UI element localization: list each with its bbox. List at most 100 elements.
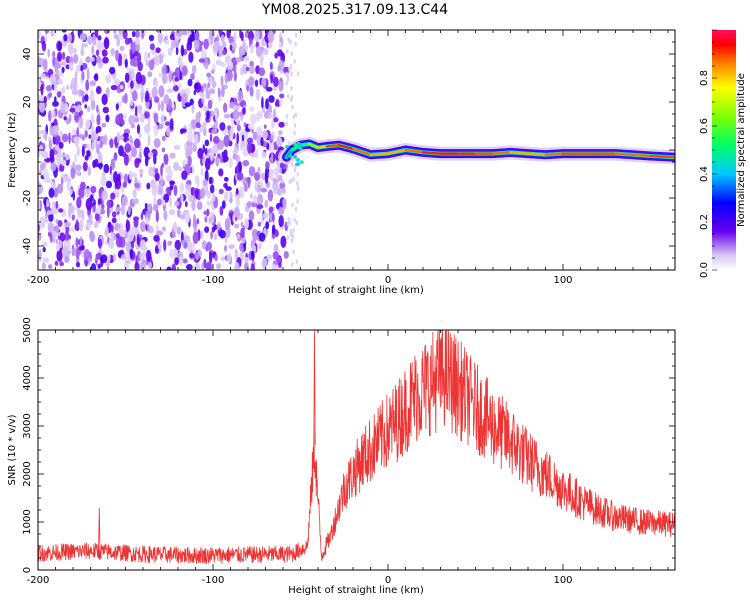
noise-blob xyxy=(80,64,84,72)
noise-blob xyxy=(56,249,63,262)
noise-blob xyxy=(294,112,298,118)
noise-blob xyxy=(79,116,83,129)
spectrogram-panel: -200 -100 0 100 40 20 0 -20 -40 Height of straig… xyxy=(7,29,676,296)
noise-blob xyxy=(55,239,58,244)
noise-blob xyxy=(58,141,64,149)
noise-blob xyxy=(191,103,195,114)
noise-blob xyxy=(291,104,294,110)
noise-blob xyxy=(235,187,239,195)
noise-blob xyxy=(228,244,235,250)
noise-blob xyxy=(86,143,91,151)
noise-blob xyxy=(208,251,213,263)
noise-blob xyxy=(187,127,194,133)
noise-blob xyxy=(53,187,59,198)
noise-blob xyxy=(87,106,90,113)
noise-blob xyxy=(128,170,133,181)
noise-blob xyxy=(160,100,165,112)
noise-blob xyxy=(292,114,295,120)
noise-blob xyxy=(193,89,196,96)
noise-blob xyxy=(96,40,103,53)
noise-blob xyxy=(270,73,274,84)
noise-blob xyxy=(50,30,55,37)
noise-blob xyxy=(114,177,122,190)
noise-blob xyxy=(89,89,95,102)
noise-blob xyxy=(246,201,252,208)
colorbar-tick-label: 0.4 xyxy=(699,166,710,182)
noise-blob xyxy=(54,260,59,266)
noise-blob xyxy=(112,72,116,80)
signal-onset-blob xyxy=(293,155,298,159)
noise-blob xyxy=(79,32,87,41)
noise-blob xyxy=(139,173,143,178)
noise-blob xyxy=(129,58,136,67)
noise-blob xyxy=(202,123,206,131)
noise-blob xyxy=(127,205,131,216)
signal-track-core xyxy=(308,142,320,149)
noise-blob xyxy=(136,233,140,246)
noise-blob xyxy=(107,253,111,263)
noise-blob xyxy=(262,212,269,219)
noise-blob xyxy=(195,112,201,125)
noise-blob xyxy=(250,113,257,125)
noise-blob xyxy=(261,151,267,159)
noise-blob xyxy=(85,119,91,129)
signal-onset-blob xyxy=(300,160,304,164)
noise-blob xyxy=(246,84,250,92)
noise-blob xyxy=(77,146,80,157)
y-tick-label: 1000 xyxy=(22,509,33,534)
noise-blob xyxy=(52,51,56,58)
noise-blob xyxy=(47,48,50,58)
noise-blob xyxy=(80,110,84,116)
noise-blob xyxy=(68,62,74,72)
noise-blob xyxy=(119,46,125,51)
noise-blob xyxy=(268,170,274,180)
noise-blob xyxy=(209,88,216,95)
noise-blob xyxy=(202,179,208,187)
noise-blob xyxy=(96,252,102,260)
noise-blob xyxy=(140,212,144,221)
noise-blob xyxy=(237,161,242,173)
noise-blob xyxy=(123,132,129,138)
noise-blob xyxy=(71,247,77,256)
noise-blob xyxy=(175,45,179,56)
noise-blob xyxy=(134,261,140,270)
noise-blob xyxy=(260,188,268,193)
noise-blob xyxy=(127,229,134,242)
noise-blob xyxy=(164,40,170,45)
noise-blob xyxy=(219,122,226,131)
y-tick-label: 3000 xyxy=(22,413,33,438)
noise-blob xyxy=(213,224,218,231)
noise-blob xyxy=(79,236,83,247)
noise-blob xyxy=(144,111,150,119)
noise-blob xyxy=(174,67,181,78)
noise-blob xyxy=(139,221,147,233)
noise-blob xyxy=(96,163,104,168)
noise-blob xyxy=(47,178,53,184)
noise-blob xyxy=(164,121,171,127)
x-tick-label: -200 xyxy=(27,275,50,286)
noise-blob xyxy=(57,220,63,227)
noise-blob xyxy=(155,210,159,223)
noise-blob xyxy=(223,183,227,188)
noise-blob xyxy=(161,72,167,85)
y-tick-label: 40 xyxy=(22,48,33,61)
noise-blob xyxy=(204,147,208,156)
noise-blob xyxy=(192,142,197,152)
noise-blob xyxy=(39,216,46,229)
noise-blob xyxy=(139,252,146,260)
noise-blob xyxy=(220,256,225,262)
noise-blob xyxy=(277,49,283,57)
signal-track-core xyxy=(649,154,675,159)
noise-blob xyxy=(292,249,295,255)
noise-blob xyxy=(174,201,180,207)
noise-blob xyxy=(296,71,300,77)
noise-blob xyxy=(55,62,62,69)
noise-blob xyxy=(68,189,73,196)
noise-blob xyxy=(250,152,258,158)
y-tick-label: 2000 xyxy=(22,461,33,486)
noise-blob xyxy=(203,210,210,216)
noise-blob xyxy=(181,93,188,104)
signal-track-core xyxy=(351,147,372,156)
x-tick-label: 0 xyxy=(385,575,391,586)
noise-blob xyxy=(154,168,159,174)
